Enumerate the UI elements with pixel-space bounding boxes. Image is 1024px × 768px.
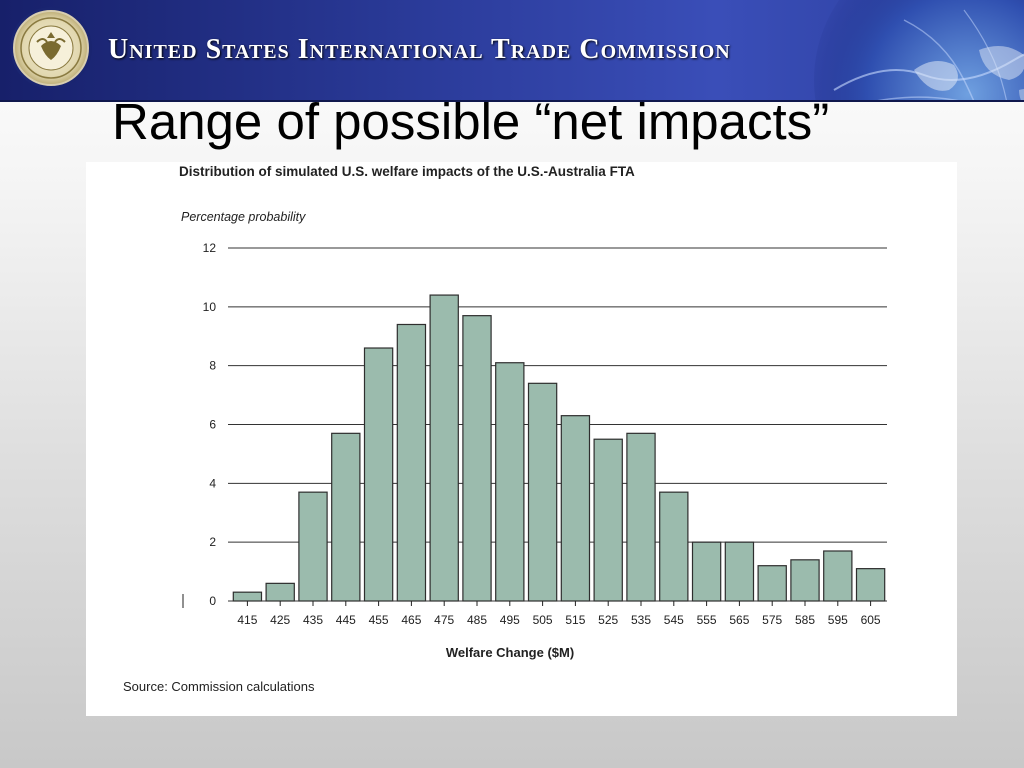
bar-565 [724,541,755,602]
bar-545 [659,491,689,602]
bar-435 [298,491,328,602]
x-tick-label: 415 [237,613,257,627]
x-tick-label: 455 [369,613,389,627]
y-tick-label: 2 [209,535,216,549]
bar-495 [495,362,525,602]
x-tick-label: 605 [861,613,881,627]
bar-515 [560,415,591,602]
bar-525 [593,438,623,602]
x-tick-label: 585 [795,613,815,627]
bar-575 [757,565,787,602]
chart: Distribution of simulated U.S. welfare i… [123,164,887,694]
bar-425 [265,582,295,602]
bar-555 [691,541,722,602]
y-tick-label: 4 [209,476,216,490]
bar-475 [429,294,459,602]
x-axis-label: Welfare Change ($M) [446,645,574,660]
x-tick-labels: 415 425 435 445 455 465 475 485 495 505 515 525 535 5… [237,601,881,627]
x-tick-label: 445 [336,613,356,627]
x-tick-label: 435 [303,613,323,627]
header-banner: United States International Trade Commis… [0,0,1024,102]
usitc-seal-icon [13,10,89,86]
bar-485 [462,315,492,602]
x-tick-label: 535 [631,613,651,627]
bar-455 [363,347,394,602]
x-tick-label: 425 [270,613,290,627]
x-tick-label: 545 [664,613,684,627]
x-tick-label: 495 [500,613,520,627]
bar-505 [527,382,558,602]
y-tick-label: 6 [209,418,216,432]
organization-name: United States International Trade Commis… [108,34,731,65]
x-tick-label: 595 [828,613,848,627]
y-tick-label: 12 [203,241,217,255]
chart-panel: Distribution of simulated U.S. welfare i… [86,162,957,716]
x-tick-label: 515 [565,613,585,627]
x-tick-label: 465 [401,613,421,627]
bar-445 [331,432,361,602]
bar-465 [396,323,427,602]
x-tick-label: 485 [467,613,487,627]
x-tick-label: 565 [729,613,749,627]
bar-595 [823,550,853,602]
slide-title: Range of possible “net impacts” [112,93,830,150]
bar-535 [626,432,656,602]
x-tick-label: 505 [533,613,553,627]
globe-graphic [814,0,1024,100]
x-tick-label: 475 [434,613,454,627]
y-axis-label: Percentage probability [181,210,306,224]
y-tick-label: 0 [209,594,216,608]
bars [232,294,886,602]
y-tick-label: 8 [209,359,216,373]
x-tick-label: 555 [697,613,717,627]
x-tick-label: 575 [762,613,782,627]
source-note: Source: Commission calculations [123,679,315,694]
bar-415 [232,591,263,602]
bar-585 [790,559,820,602]
chart-title: Distribution of simulated U.S. welfare i… [179,164,635,179]
y-tick-labels: 0 2 4 6 8 10 12 [203,241,217,608]
y-tick-label: 10 [203,300,217,314]
x-tick-label: 525 [598,613,618,627]
bar-605 [855,568,886,602]
